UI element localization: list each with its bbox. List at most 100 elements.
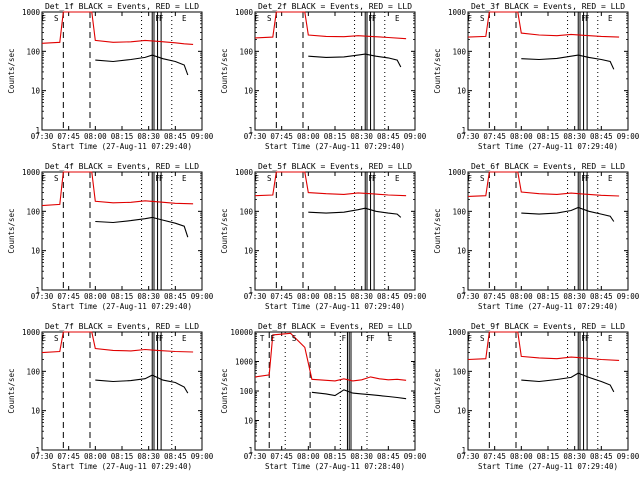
y-axis-label: Counts/sec	[7, 368, 16, 413]
events-series-line	[521, 372, 615, 393]
y-tick-label: 1000	[235, 8, 254, 17]
x-tick-label: 07:30	[457, 452, 480, 461]
y-axis-label: Counts/sec	[433, 48, 442, 93]
phase-marker-label: F	[368, 174, 373, 183]
x-tick-label: 07:45	[270, 292, 293, 301]
phase-marker-label: E	[388, 334, 393, 343]
y-tick-label: 10	[457, 87, 467, 96]
x-tick-label: 09:00	[404, 292, 427, 301]
x-tick-label: 08:15	[111, 292, 134, 301]
panel-title: Det_4f BLACK = Events, RED = LLD	[45, 162, 199, 171]
x-tick-label: 07:30	[457, 132, 480, 141]
x-tick-label: 08:30	[350, 292, 373, 301]
x-tick-label: 08:00	[84, 292, 107, 301]
lld-series-line	[467, 171, 620, 197]
phase-marker-label: S	[267, 174, 272, 183]
x-tick-label: 08:30	[563, 132, 586, 141]
y-tick-label: 100	[239, 387, 253, 396]
x-tick-label: 07:45	[57, 292, 80, 301]
y-tick-label: 1	[461, 126, 466, 135]
x-tick-label: 07:30	[31, 132, 54, 141]
y-tick-label: 10	[244, 87, 254, 96]
x-tick-label: 08:15	[537, 452, 560, 461]
events-series-line	[95, 216, 189, 238]
phase-marker-label: E	[395, 174, 400, 183]
phase-marker-label: F	[372, 14, 377, 23]
panel-title: Det_1f BLACK = Events, RED = LLD	[45, 2, 199, 11]
lld-series-line	[467, 11, 620, 38]
events-series-line	[521, 206, 615, 222]
y-tick-label: 1	[248, 126, 253, 135]
x-tick-label: 08:30	[137, 132, 160, 141]
x-tick-label: 08:45	[590, 452, 613, 461]
phase-marker-label: E	[42, 14, 47, 23]
x-tick-label: 07:45	[57, 452, 80, 461]
x-tick-label: 08:00	[297, 292, 320, 301]
y-tick-label: 1	[35, 126, 40, 135]
phase-marker-label: S	[480, 334, 485, 343]
y-tick-label: 1	[248, 446, 253, 455]
lld-series-line	[41, 11, 194, 45]
x-tick-label: 08:45	[164, 132, 187, 141]
x-tick-label: 08:15	[111, 452, 134, 461]
y-tick-label: 1	[461, 446, 466, 455]
y-tick-label: 10	[244, 247, 254, 256]
x-tick-label: 08:00	[297, 452, 320, 461]
x-tick-label: 08:30	[350, 132, 373, 141]
x-tick-label: 08:45	[590, 132, 613, 141]
detector-panel: Det_2f BLACK = Events, RED = LLD 1 10 100 10…	[220, 2, 427, 151]
phase-marker-label: E	[255, 174, 260, 183]
y-tick-label: 1000	[22, 168, 41, 177]
detector-panel: Det_1f BLACK = Events, RED = LLD 1 10 100 10…	[7, 2, 214, 151]
phase-marker-label: F	[581, 14, 586, 23]
x-axis-label: Start Time (27-Aug-11 07:28:40)	[265, 462, 405, 471]
x-axis-label: Start Time (27-Aug-11 07:29:40)	[52, 302, 192, 311]
x-tick-label: 07:45	[483, 292, 506, 301]
x-axis-label: Start Time (27-Aug-11 07:29:40)	[52, 462, 192, 471]
plot-frame	[254, 331, 416, 451]
y-axis-label: Counts/sec	[220, 368, 229, 413]
lld-series-line	[254, 11, 407, 40]
y-tick-label: 1000	[235, 168, 254, 177]
x-tick-label: 07:45	[270, 452, 293, 461]
phase-marker-label: S	[54, 334, 59, 343]
x-tick-label: 07:30	[31, 292, 54, 301]
x-tick-label: 08:00	[84, 132, 107, 141]
detector-panel: Det_9f BLACK = Events, RED = LLD 1 10 100 10…	[433, 322, 640, 471]
plot-frame	[41, 331, 203, 451]
phase-marker-label: S	[292, 334, 297, 343]
events-series-line	[521, 54, 615, 70]
x-tick-label: 07:30	[244, 452, 267, 461]
events-series-line	[308, 53, 402, 68]
phase-marker-label: E	[42, 174, 47, 183]
y-tick-label: 100	[452, 207, 466, 216]
plot-frame	[254, 171, 416, 291]
phase-marker-label: F	[159, 334, 164, 343]
y-tick-label: 1	[248, 286, 253, 295]
y-tick-label: 100	[239, 207, 253, 216]
x-tick-label: 09:00	[404, 452, 427, 461]
events-series-line	[95, 54, 189, 76]
y-tick-label: 10	[31, 407, 41, 416]
lld-series-line	[41, 171, 194, 207]
phase-marker-label: E	[608, 174, 613, 183]
detector-panel: Det_7f BLACK = Events, RED = LLD 1 10 100 10…	[7, 322, 214, 471]
x-tick-label: 08:00	[510, 452, 533, 461]
phase-marker-label: S	[54, 14, 59, 23]
y-tick-label: 1000	[22, 328, 41, 337]
phase-marker-label: E	[271, 334, 276, 343]
y-axis-label: Counts/sec	[220, 208, 229, 253]
y-tick-label: 1000	[448, 328, 467, 337]
x-tick-label: 07:45	[483, 132, 506, 141]
y-tick-label: 100	[452, 367, 466, 376]
x-tick-label: 08:45	[164, 292, 187, 301]
x-tick-label: 08:30	[563, 452, 586, 461]
y-tick-label: 100	[239, 47, 253, 56]
events-series-line	[311, 389, 407, 400]
x-axis-label: Start Time (27-Aug-11 07:29:40)	[265, 142, 405, 151]
x-tick-label: 08:15	[537, 292, 560, 301]
panel-title: Det_7f BLACK = Events, RED = LLD	[45, 322, 199, 331]
y-axis-label: Counts/sec	[433, 208, 442, 253]
x-tick-label: 08:45	[164, 452, 187, 461]
